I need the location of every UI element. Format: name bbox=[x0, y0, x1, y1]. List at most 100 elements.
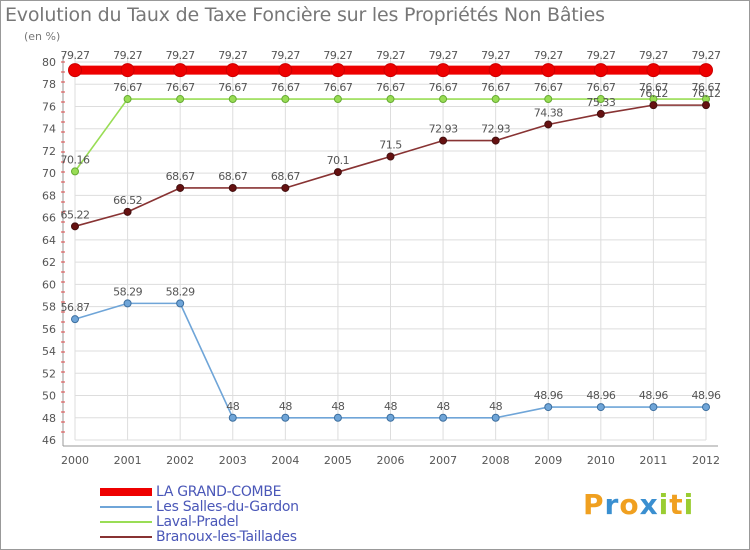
data-label: 65.22 bbox=[61, 208, 90, 221]
legend-label: LA GRAND-COMBE bbox=[156, 483, 282, 500]
data-point bbox=[593, 63, 608, 78]
series-layer bbox=[68, 63, 713, 422]
data-label: 48.96 bbox=[586, 389, 615, 402]
data-point bbox=[439, 95, 448, 104]
data-point bbox=[120, 63, 135, 78]
data-point bbox=[439, 136, 448, 145]
data-label: 48 bbox=[331, 400, 344, 413]
data-point bbox=[544, 95, 553, 104]
x-tick-label: 2011 bbox=[639, 454, 667, 467]
data-label: 72.93 bbox=[481, 123, 510, 136]
y-tick-label: 72 bbox=[42, 145, 56, 158]
x-tick-label: 2010 bbox=[587, 454, 615, 467]
data-point bbox=[176, 183, 185, 192]
x-tick-label: 2000 bbox=[61, 454, 89, 467]
data-point bbox=[491, 413, 500, 422]
logo-letter: i bbox=[683, 488, 695, 521]
data-label: 76.67 bbox=[586, 81, 615, 94]
legend-label: Branoux-les-Taillades bbox=[156, 528, 297, 545]
data-label: 76.67 bbox=[429, 81, 458, 94]
data-point bbox=[228, 413, 237, 422]
legend-entry: Les Salles-du-Gardon bbox=[100, 498, 299, 515]
legend-swatch bbox=[100, 535, 152, 538]
data-point bbox=[176, 299, 185, 308]
legend-label: Les Salles-du-Gardon bbox=[156, 498, 299, 515]
y-tick-label: 54 bbox=[42, 345, 56, 358]
data-point bbox=[541, 63, 556, 78]
y-tick-label: 48 bbox=[42, 412, 56, 425]
axis-layer: 46 48 50 52 54 56 58 60 62 64 66 68 70 72 74 76 78 80 2000… bbox=[42, 56, 720, 467]
legend-entry: Branoux-les-Taillades bbox=[100, 528, 299, 545]
data-label: 68.67 bbox=[271, 170, 300, 183]
x-tick-label: 2005 bbox=[324, 454, 352, 467]
y-tick-label: 60 bbox=[42, 278, 56, 291]
data-point bbox=[68, 63, 82, 78]
y-tick-label: 68 bbox=[42, 189, 56, 202]
y-tick-label: 46 bbox=[42, 434, 56, 447]
data-label: 58.29 bbox=[113, 285, 142, 298]
data-point bbox=[173, 63, 188, 78]
legend-swatch bbox=[100, 487, 152, 496]
data-point bbox=[596, 403, 605, 412]
data-point bbox=[436, 63, 451, 78]
logo-letter: x bbox=[639, 488, 659, 521]
x-tick-label: 2001 bbox=[114, 454, 142, 467]
y-tick-label: 74 bbox=[42, 123, 56, 136]
legend-swatch bbox=[100, 505, 152, 508]
data-point bbox=[333, 168, 342, 177]
data-point bbox=[225, 63, 240, 78]
data-point bbox=[649, 403, 658, 412]
y-tick-label: 64 bbox=[42, 234, 56, 247]
data-point bbox=[646, 63, 661, 78]
data-label: 48 bbox=[384, 400, 397, 413]
data-label: 79.27 bbox=[481, 49, 510, 62]
data-label: 76.67 bbox=[323, 81, 352, 94]
logo-letter: o bbox=[619, 488, 640, 521]
y-tick-label: 56 bbox=[42, 323, 56, 336]
x-tick-label: 2006 bbox=[377, 454, 405, 467]
data-label: 48.96 bbox=[534, 389, 563, 402]
y-tick-label: 62 bbox=[42, 256, 56, 269]
data-point bbox=[71, 315, 79, 324]
data-label: 72.93 bbox=[429, 123, 458, 136]
data-label: 76.67 bbox=[481, 81, 510, 94]
data-label: 74.38 bbox=[534, 106, 563, 119]
data-label: 76.67 bbox=[534, 81, 563, 94]
legend-swatch bbox=[100, 520, 152, 523]
data-label: 70.16 bbox=[61, 153, 90, 166]
data-point bbox=[176, 95, 185, 104]
x-tick-label: 2008 bbox=[482, 454, 510, 467]
data-label: 79.27 bbox=[166, 49, 195, 62]
grid-layer bbox=[74, 56, 707, 441]
data-label: 48.96 bbox=[692, 389, 721, 402]
legend-label: Laval-Pradel bbox=[156, 513, 239, 530]
data-point bbox=[702, 101, 710, 110]
data-point bbox=[281, 95, 290, 104]
data-point bbox=[123, 299, 132, 308]
x-tick-label: 2012 bbox=[692, 454, 720, 467]
data-label: 70.1 bbox=[327, 154, 350, 167]
data-label: 76.12 bbox=[692, 87, 721, 100]
data-label: 79.27 bbox=[113, 49, 142, 62]
y-tick-label: 78 bbox=[42, 78, 56, 91]
x-tick-label: 2009 bbox=[534, 454, 562, 467]
data-point bbox=[71, 222, 79, 231]
logo-letter: i bbox=[658, 488, 670, 521]
y-tick-label: 70 bbox=[42, 167, 56, 180]
data-label: 79.27 bbox=[61, 49, 90, 62]
x-tick-label: 2004 bbox=[271, 454, 299, 467]
data-label: 79.27 bbox=[692, 49, 721, 62]
y-axis-unit-label: (en %) bbox=[24, 30, 61, 43]
data-point bbox=[596, 109, 605, 118]
data-point bbox=[123, 207, 132, 216]
data-label: 68.67 bbox=[166, 170, 195, 183]
logo-letter: P bbox=[583, 488, 605, 521]
data-point bbox=[228, 95, 237, 104]
data-label: 58.29 bbox=[166, 285, 195, 298]
data-label: 79.27 bbox=[429, 49, 458, 62]
data-label: 76.67 bbox=[166, 81, 195, 94]
data-label: 79.27 bbox=[534, 49, 563, 62]
data-point bbox=[386, 152, 395, 161]
x-tick-label: 2007 bbox=[429, 454, 457, 467]
